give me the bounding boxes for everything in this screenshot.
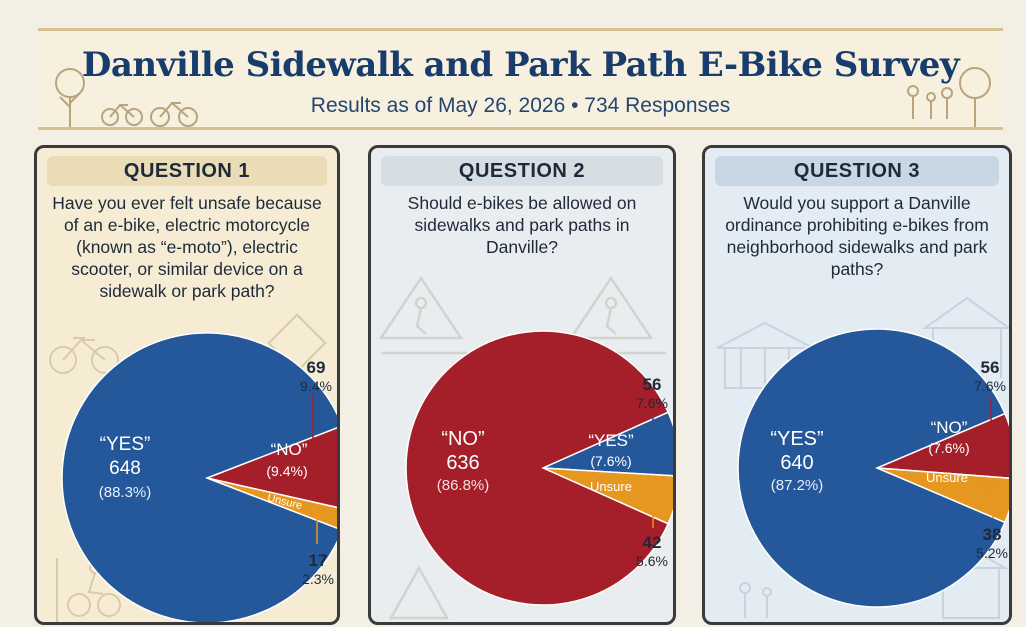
question-3-pie-chart: “YES” 640 (87.2%) “NO” (7.6%) Unsure 56 … — [737, 328, 1009, 608]
slice-label-no: “NO” — [271, 440, 308, 459]
slice-percent-yes: (87.2%) — [771, 477, 824, 494]
slice-yes — [61, 332, 337, 622]
callout-percent-unsure: 2.3% — [302, 571, 334, 587]
callout-value-unsure: 17 — [309, 551, 328, 570]
callout-percent-no: 7.6% — [974, 378, 1006, 394]
slice-value-yes: 648 — [109, 458, 141, 479]
question-1-pie-chart: “YES” 648 (88.3%) “NO” (9.4%) Unsure 69 … — [61, 332, 337, 622]
callout-percent-no: 9.4% — [300, 378, 332, 394]
callout-percent-yes: 7.6% — [636, 395, 668, 411]
bike-sign-decoration-icon — [49, 313, 327, 622]
slice-percent-yes: (88.3%) — [99, 484, 152, 501]
slice-percent-no: (9.4%) — [266, 463, 307, 479]
slice-percent-no: (7.6%) — [928, 440, 969, 456]
callout-line-unsure — [982, 482, 994, 489]
question-1-text: Have you ever felt unsafe because of an … — [52, 193, 322, 301]
slice-label-unsure: Unsure — [926, 470, 968, 485]
slice-layer — [405, 330, 673, 606]
question-1-heading: QUESTION 1 — [47, 156, 327, 186]
slice-percent-yes: (7.6%) — [590, 453, 631, 469]
slice-layer — [737, 328, 1009, 608]
slice-label-no: “NO” — [441, 428, 484, 450]
question-2-text: Should e-bikes be allowed on sidewalks a… — [407, 193, 637, 257]
callout-value-no: 56 — [981, 358, 1000, 377]
callout-percent-unsure: 5.6% — [636, 553, 668, 569]
question-3-text: Would you support a Danville ordinance p… — [725, 193, 989, 279]
slice-value-no: 636 — [446, 452, 479, 474]
question-3-panel: QUESTION 3 Would you support a Danville … — [702, 145, 1012, 625]
callout-line-unsure — [306, 507, 318, 515]
callout-value-no: 69 — [307, 358, 326, 377]
slice-value-yes: 640 — [780, 452, 813, 474]
question-3-heading: QUESTION 3 — [715, 156, 999, 186]
callout-value-unsure: 38 — [983, 525, 1002, 544]
page-title: Danville Sidewalk and Park Path E-Bike S… — [81, 45, 960, 85]
callout-percent-unsure: 5.2% — [976, 545, 1008, 561]
question-2-pie-chart: “NO” 636 (86.8%) “YES” (7.6%) Unsure 56 … — [405, 330, 673, 606]
slice-unsure — [206, 477, 337, 529]
question-2-heading: QUESTION 2 — [381, 156, 663, 186]
callout-value-unsure: 42 — [643, 533, 662, 552]
slice-label-yes: “YES” — [588, 431, 634, 450]
slice-yes — [737, 328, 1006, 608]
slice-no — [405, 330, 670, 606]
family-park-decoration-icon — [907, 67, 991, 127]
bicycles-decoration-icon — [55, 68, 198, 127]
slice-percent-no: (86.8%) — [437, 477, 490, 494]
question-1-panel: QUESTION 1 Have you ever felt unsafe bec… — [34, 145, 340, 625]
page-subtitle: Results as of May 26, 2026 • 734 Respons… — [310, 94, 731, 117]
slice-label-unsure: Unsure — [590, 479, 632, 494]
pedestrian-sign-decoration-icon — [378, 275, 666, 620]
slice-label-yes: “YES” — [770, 428, 823, 450]
question-2-panel: QUESTION 2 Should e-bikes be allowed on … — [368, 145, 676, 625]
callout-value-yes: 56 — [643, 375, 662, 394]
slice-label-yes: “YES” — [100, 434, 151, 455]
slice-label-no: “NO” — [931, 418, 968, 437]
header-banner: Danville Sidewalk and Park Path E-Bike S… — [38, 28, 1003, 130]
